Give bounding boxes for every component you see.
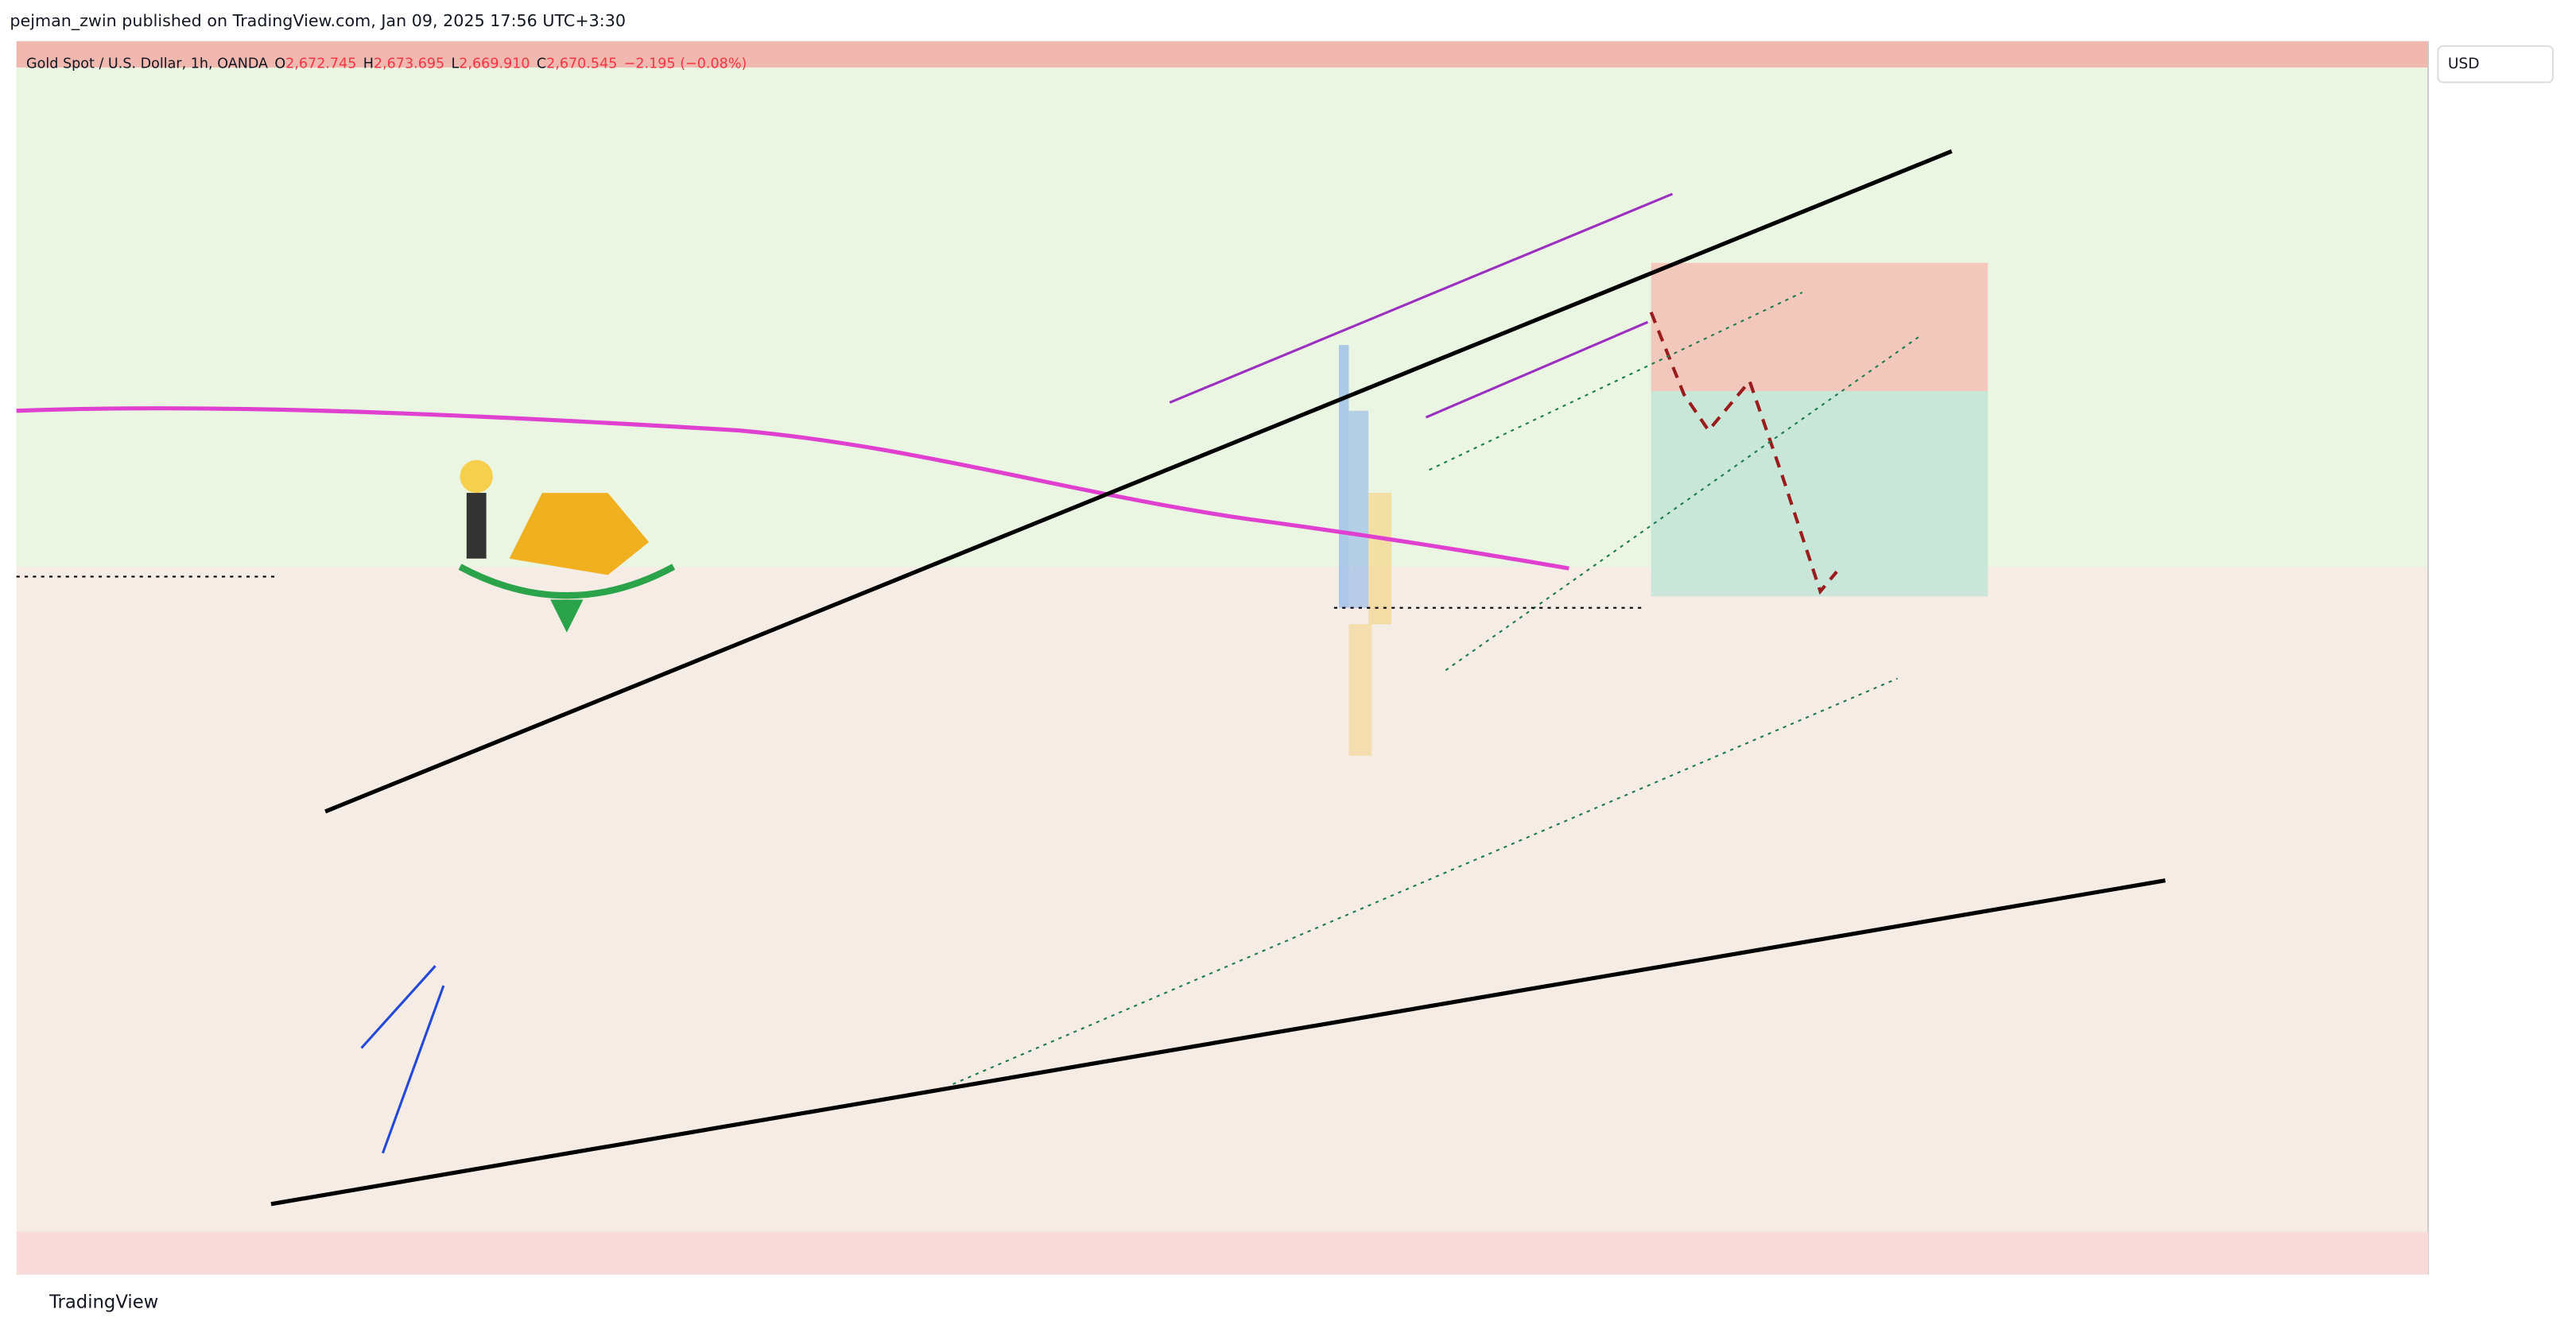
ohlc-value: 2,669.910: [459, 56, 530, 72]
position-tool: [1649, 262, 1988, 597]
symbol-line: Gold Spot / U.S. Dollar, 1h, OANDA O2,672…: [26, 56, 747, 72]
ohlc-value: 2,670.545: [546, 56, 617, 72]
brand: TradingView: [48, 1292, 158, 1312]
stop-area: [1651, 262, 1988, 391]
wedge-upper: [324, 149, 1953, 814]
logo-arc: [458, 564, 676, 599]
logo-head: [460, 459, 493, 494]
sma-line: [16, 406, 1569, 571]
symbol: Gold Spot / U.S. Dollar, 1h, OANDA: [26, 56, 268, 72]
volume-profile: [1339, 345, 1392, 756]
change: −2.195 (−0.08%): [624, 56, 747, 72]
ohlc-key: L: [451, 56, 459, 72]
published: pejman_zwin published on TradingView.com…: [10, 11, 626, 30]
profile-bar: [1348, 624, 1372, 756]
divergence-line: [1425, 320, 1649, 419]
ohlc-value: 2,673.695: [374, 56, 444, 72]
profile-bar: [1368, 493, 1392, 625]
plot-area: [16, 41, 2429, 1275]
plot-bg: [16, 41, 2429, 568]
support-dotted: [1429, 292, 1803, 471]
small-wedge: [360, 965, 445, 1154]
currency-box: [2437, 45, 2555, 83]
wedge-lower: [270, 878, 2166, 1207]
drawings: [16, 149, 2166, 1207]
ohlc-key: C: [537, 56, 546, 72]
target-area: [1651, 390, 1988, 597]
currency: USD: [2448, 56, 2480, 72]
plot-bg: [16, 567, 2429, 1275]
ohlc-key: H: [363, 56, 374, 72]
price-axis: [2428, 41, 2576, 1275]
ohlc-value: 2,672.745: [285, 56, 356, 72]
logo: [458, 459, 676, 633]
support-dotted: [1445, 335, 1920, 672]
logo-gold: [509, 493, 650, 575]
time-axis: [16, 1231, 2429, 1275]
support-dotted: [952, 677, 1899, 1085]
ohlc-key: O: [274, 56, 285, 72]
divergence-line: [1169, 192, 1674, 404]
profile-bar: [1339, 345, 1349, 608]
logo-body: [466, 493, 487, 559]
plot-bg: [16, 41, 2429, 68]
projection-path: [1649, 312, 1838, 595]
logo-arrow: [550, 599, 584, 633]
profile-bar: [1348, 410, 1369, 608]
